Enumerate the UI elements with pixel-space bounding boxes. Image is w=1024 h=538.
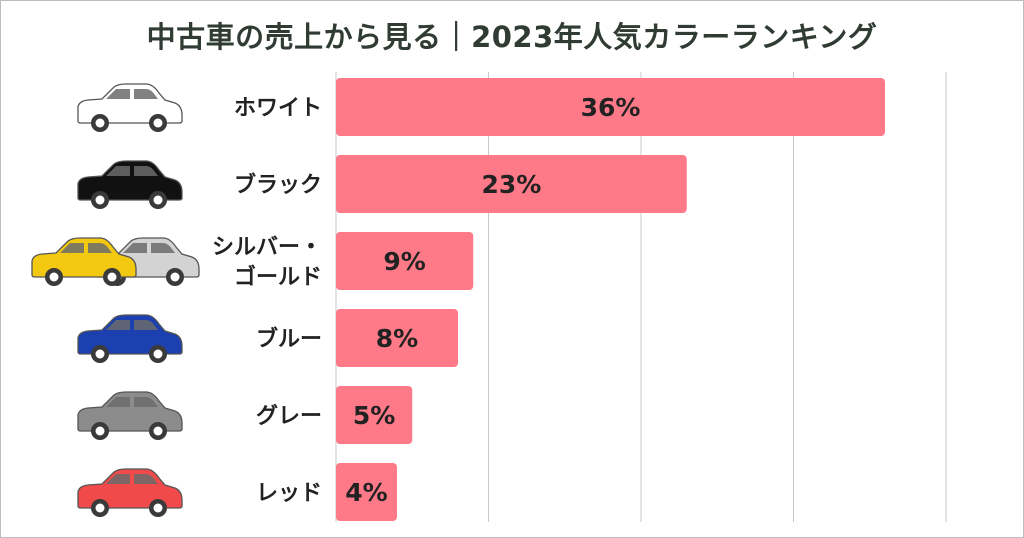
car-hubcap (153, 426, 163, 436)
car-hubcap (170, 272, 180, 282)
bar-value-label: 9% (383, 247, 425, 276)
bar-2 (336, 232, 474, 290)
car-hubcap (49, 272, 59, 282)
black-car-icon (77, 160, 183, 209)
car-window (134, 320, 158, 330)
bar-value-label: 8% (376, 324, 418, 353)
bar-1 (336, 155, 687, 213)
category-label: ゴールド (234, 264, 322, 290)
car-body (77, 314, 183, 355)
bar-3 (336, 309, 458, 367)
car-hubcap (95, 118, 105, 128)
car-hubcap (95, 503, 105, 513)
chart-title: 中古車の売上から見る｜2023年人気カラーランキング (146, 20, 878, 54)
car-hubcap (153, 503, 163, 513)
bar-value-label: 23% (481, 170, 541, 199)
category-label: ブラック (234, 172, 322, 198)
car-hubcap (153, 118, 163, 128)
car-window (106, 89, 130, 99)
car-hubcap (95, 426, 105, 436)
bar-value-label: 5% (353, 401, 395, 430)
gridlines (488, 72, 947, 522)
car-body (77, 391, 183, 432)
category-label: ブルー (256, 326, 322, 352)
car-hubcap (153, 349, 163, 359)
red-car-icon (77, 468, 183, 517)
car-body (77, 468, 183, 509)
car-window (134, 166, 158, 176)
car-window (123, 243, 147, 253)
car-window (106, 474, 130, 484)
bar-5 (336, 463, 397, 521)
car-hubcap (153, 195, 163, 205)
bar-4 (336, 386, 413, 444)
car-hubcap (95, 349, 105, 359)
bar-0 (336, 78, 885, 136)
car-window (151, 243, 175, 253)
gold-car-icon (31, 237, 137, 286)
car-body (77, 83, 183, 124)
category-label: レッド (256, 481, 322, 506)
car-hubcap (95, 195, 105, 205)
car-window (106, 166, 130, 176)
car-window (134, 397, 158, 407)
gray-car-icon (77, 391, 183, 440)
car-window (60, 243, 84, 253)
car-body (77, 160, 183, 201)
category-label: グレー (256, 403, 322, 429)
white-car-icon (77, 83, 183, 132)
car-window (106, 397, 130, 407)
car-hubcap (107, 272, 117, 282)
bar-value-label: 36% (581, 93, 641, 122)
car-body (31, 237, 137, 278)
category-label: シルバー・ (212, 235, 322, 260)
bar-value-label: 4% (345, 478, 387, 507)
blue-car-icon (77, 314, 183, 363)
category-label: ホワイト (234, 96, 322, 121)
car-window (134, 89, 158, 99)
car-window (134, 474, 158, 484)
car-window (88, 243, 112, 253)
car-window (106, 320, 130, 330)
